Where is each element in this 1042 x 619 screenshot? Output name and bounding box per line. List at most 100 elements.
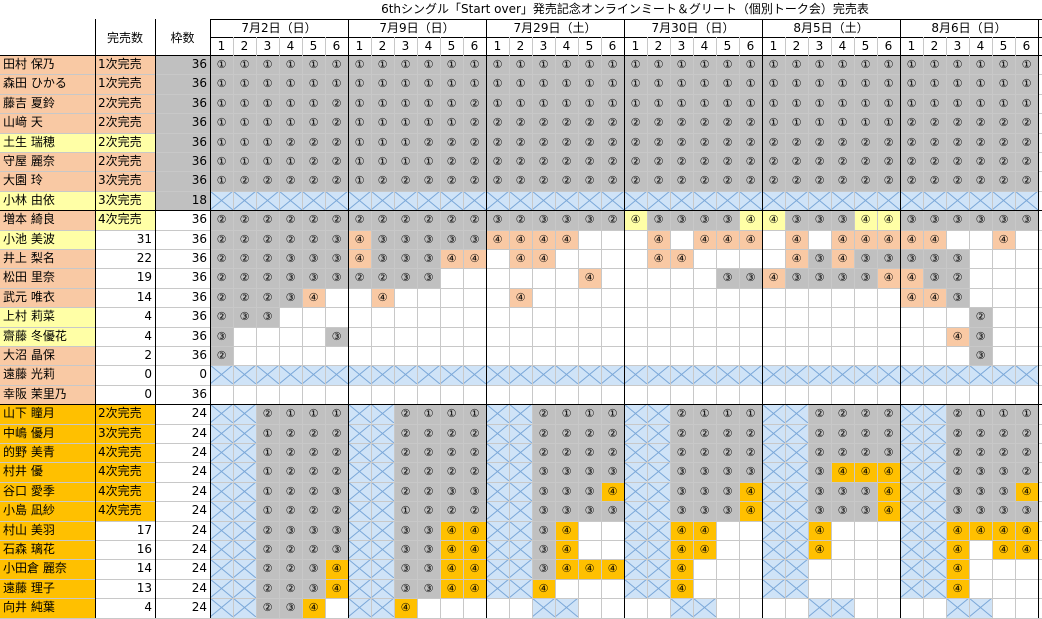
slot-cell: ② xyxy=(716,132,739,152)
slot-cell-unavailable xyxy=(762,520,785,540)
slot-cell: ① xyxy=(877,74,900,94)
slot-cell xyxy=(739,520,762,540)
slot-cell xyxy=(969,249,992,269)
grid-line xyxy=(0,501,1042,503)
slot-cell: ② xyxy=(647,113,670,133)
slot-cell-unavailable xyxy=(532,190,555,211)
slot-cell xyxy=(854,578,877,599)
slot-cell-unavailable xyxy=(647,443,670,463)
slot-cell: ③ xyxy=(532,540,555,560)
slot-cell: ① xyxy=(233,132,256,152)
part-number: 3 xyxy=(677,39,686,53)
slot-cell xyxy=(808,384,831,405)
slot-cell: ② xyxy=(969,443,992,463)
slot-cell-unavailable xyxy=(348,578,371,599)
slot-cell-unavailable xyxy=(463,365,486,385)
slot-cell: ② xyxy=(348,268,371,288)
slot-cell: ② xyxy=(486,132,509,152)
slot-cell: ③ xyxy=(831,501,854,521)
slot-cell: ① xyxy=(693,93,716,114)
part-number: 3 xyxy=(401,39,410,53)
slot-cell: ② xyxy=(693,152,716,172)
member-name: 石森 璃花 xyxy=(0,540,95,560)
member-name: 大園 玲 xyxy=(0,171,95,191)
slot-cell: ③ xyxy=(578,462,601,482)
slot-cell: ② xyxy=(463,113,486,133)
slot-cell: ③ xyxy=(578,210,601,230)
slot-cell: ③ xyxy=(463,481,486,502)
slot-cell: ① xyxy=(624,55,647,75)
slot-cell: ① xyxy=(578,404,601,424)
slot-cell: ① xyxy=(831,113,854,133)
slot-cell: ③ xyxy=(417,520,440,540)
slot-cell xyxy=(992,287,1015,308)
date-header: 7月9日（日） xyxy=(379,21,455,35)
slot-cell xyxy=(693,268,716,288)
slot-cell xyxy=(532,307,555,327)
slot-cell xyxy=(394,346,417,366)
slot-cell: ③ xyxy=(463,229,486,249)
slot-cell-unavailable xyxy=(371,190,394,211)
slot-cell: ④ xyxy=(739,481,762,502)
slot-cell: ③ xyxy=(992,481,1015,502)
slot-cell xyxy=(831,540,854,560)
slot-cell: ④ xyxy=(670,540,693,560)
slot-cell: ① xyxy=(785,113,808,133)
slot-cell xyxy=(716,578,739,599)
slot-cell: ④ xyxy=(992,229,1015,249)
slot-cell-unavailable xyxy=(371,520,394,540)
slot-cell: ② xyxy=(279,132,302,152)
slot-cell: ③ xyxy=(325,326,348,346)
slot-cell-unavailable xyxy=(371,365,394,385)
slot-cell xyxy=(716,598,739,618)
slot-cell: ② xyxy=(256,229,279,249)
slot-cell: ② xyxy=(302,501,325,521)
slot-cell: ② xyxy=(785,152,808,172)
slot-cell: ① xyxy=(647,74,670,94)
slot-cell-unavailable xyxy=(532,365,555,385)
slot-cell: ② xyxy=(233,171,256,191)
slot-cell xyxy=(647,598,670,618)
slot-cell: ① xyxy=(969,74,992,94)
slot-cell-unavailable xyxy=(210,598,233,618)
slot-cell xyxy=(900,346,923,366)
grid-line xyxy=(808,37,809,618)
grid-line xyxy=(155,19,156,618)
slot-cell: ① xyxy=(785,93,808,114)
slot-cell: ③ xyxy=(854,268,877,288)
slot-cell: ① xyxy=(509,55,532,75)
sold-count: 4次完売 xyxy=(95,501,155,521)
slot-cell-unavailable xyxy=(210,501,233,521)
slot-cell: ④ xyxy=(785,229,808,249)
slot-cell: ① xyxy=(601,74,624,94)
slot-cell: ② xyxy=(808,443,831,463)
slot-cell: ② xyxy=(302,132,325,152)
slot-cell: ③ xyxy=(670,210,693,230)
slot-cell xyxy=(440,287,463,308)
slot-cell: ② xyxy=(463,171,486,191)
slot-cell-unavailable xyxy=(762,462,785,482)
slot-cell-unavailable xyxy=(647,520,670,540)
grid-line xyxy=(0,55,1042,56)
slot-count: 24 xyxy=(155,443,210,463)
slot-cell: ① xyxy=(578,74,601,94)
slot-cell-unavailable xyxy=(647,559,670,579)
slot-cell: ③ xyxy=(302,520,325,540)
grid-line xyxy=(0,171,1042,173)
slot-cell: ① xyxy=(854,113,877,133)
slot-cell: ① xyxy=(693,55,716,75)
slot-cell: ① xyxy=(762,93,785,114)
slot-cell: ② xyxy=(877,152,900,172)
member-name: 武元 唯衣 xyxy=(0,287,95,308)
grid-line xyxy=(0,384,1042,386)
slot-cell: ② xyxy=(325,152,348,172)
grid-line xyxy=(0,443,1042,444)
slot-count: 36 xyxy=(155,113,210,133)
slot-cell xyxy=(900,598,923,618)
slot-cell xyxy=(601,307,624,327)
slot-cell: ① xyxy=(831,55,854,75)
slot-cell xyxy=(854,598,877,618)
slot-cell: ③ xyxy=(992,210,1015,230)
slot-cell-unavailable xyxy=(302,190,325,211)
slot-cell: ④ xyxy=(831,229,854,249)
